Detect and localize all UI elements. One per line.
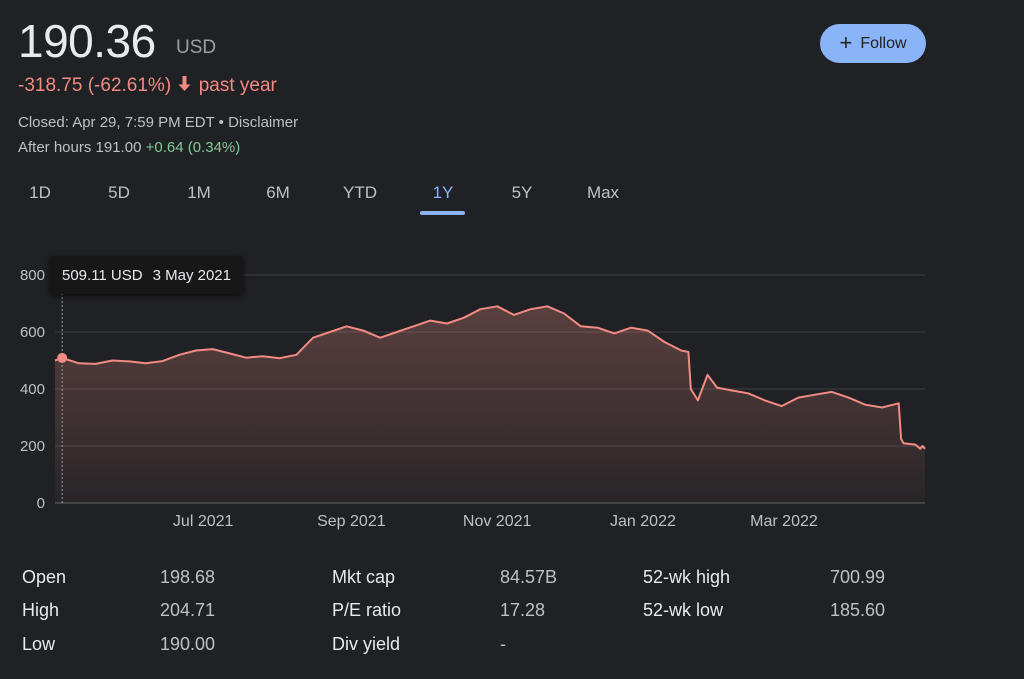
stat-pe-value: 17.28 xyxy=(500,600,546,620)
chart-tooltip: 509.11 USD 3 May 2021 xyxy=(50,256,243,294)
stat-divyield-value: - xyxy=(500,634,506,654)
follow-button[interactable]: + Follow xyxy=(820,24,926,63)
stock-price: 190.36 xyxy=(18,15,156,67)
price-change: -318.75 (-62.61%) past year xyxy=(18,75,277,97)
tab-1m[interactable]: 1M xyxy=(187,183,211,202)
stat-open-label: Open xyxy=(22,567,67,587)
after-hours: After hours 191.00 +0.64 (0.34%) xyxy=(18,139,240,156)
stat-low-label: Low xyxy=(22,634,56,654)
y-tick-label: 800 xyxy=(20,267,45,284)
tooltip-price: 509.11 USD xyxy=(62,266,143,284)
y-tick-label: 600 xyxy=(20,324,45,341)
y-tick-label: 200 xyxy=(20,438,45,455)
follow-label: Follow xyxy=(860,34,907,52)
change-period: past year xyxy=(198,75,277,96)
stat-mktcap-label: Mkt cap xyxy=(332,567,396,587)
plus-icon: + xyxy=(839,29,853,55)
tab-1y[interactable]: 1Y xyxy=(432,183,454,202)
currency-label: USD xyxy=(176,37,217,58)
after-hours-label: After hours 191.00 xyxy=(18,139,142,156)
tab-max[interactable]: Max xyxy=(586,183,620,202)
price-line xyxy=(54,305,926,450)
y-tick-label: 400 xyxy=(20,381,45,398)
tab-5y[interactable]: 5Y xyxy=(511,183,533,202)
stat-divyield-label: Div yield xyxy=(332,634,401,654)
stat-52wk-high-value: 700.99 xyxy=(830,567,886,587)
tab-1d[interactable]: 1D xyxy=(29,183,51,202)
range-tabs: 1D 5D 1M 6M YTD 1Y 5Y Max xyxy=(0,183,700,219)
stat-high-label: High xyxy=(22,600,60,620)
after-hours-change: +0.64 (0.34%) xyxy=(145,139,241,156)
stat-mktcap-value: 84.57B xyxy=(500,567,558,587)
tab-ytd[interactable]: YTD xyxy=(343,183,377,202)
stat-52wk-low-value: 185.60 xyxy=(830,600,886,620)
tooltip-date: 3 May 2021 xyxy=(152,266,231,284)
stat-52wk-low-label: 52-wk low xyxy=(643,600,724,620)
x-tick-label: Jan 2022 xyxy=(610,513,676,530)
price-chart[interactable]: 0 200 400 600 800 Jul 2021 Sep 2021 Nov 2021 Jan… xyxy=(0,240,940,550)
x-tick-label: Sep 2021 xyxy=(317,513,386,530)
stat-high-value: 204.71 xyxy=(160,600,216,620)
tab-5d[interactable]: 5D xyxy=(108,183,130,202)
price-area xyxy=(55,306,925,503)
x-tick-label: Mar 2022 xyxy=(750,513,818,530)
stat-pe-label: P/E ratio xyxy=(332,600,402,620)
stat-open-value: 198.68 xyxy=(160,567,216,587)
y-tick-label: 0 xyxy=(37,495,45,512)
arrow-down-icon xyxy=(178,75,191,97)
x-tick-label: Nov 2021 xyxy=(463,513,532,530)
tab-6m[interactable]: 6M xyxy=(266,183,290,202)
market-status: Closed: Apr 29, 7:59 PM EDT • Disclaimer xyxy=(18,114,299,131)
highlight-point xyxy=(57,352,68,363)
stat-52wk-high-label: 52-wk high xyxy=(643,567,731,587)
price-change-value: -318.75 (-62.61%) xyxy=(18,75,172,96)
active-tab-indicator xyxy=(420,211,465,215)
x-tick-label: Jul 2021 xyxy=(173,513,234,530)
stat-low-value: 190.00 xyxy=(160,634,216,654)
